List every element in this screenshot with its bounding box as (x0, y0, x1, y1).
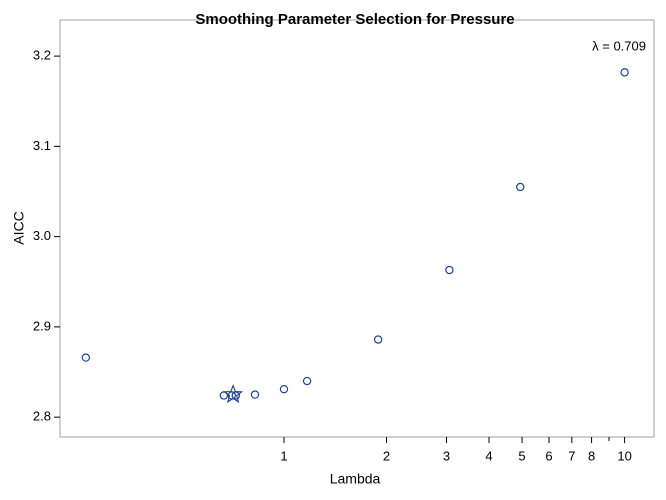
point (516, 182, 525, 192)
point (250, 390, 260, 399)
point (445, 265, 454, 275)
x-tick-label: 8 (588, 448, 595, 463)
x-tick-label: 6 (545, 448, 552, 463)
x-tick-label: 7 (568, 448, 575, 463)
y-tick-label: 3.0 (33, 228, 51, 243)
point (302, 376, 312, 386)
x-tick-label: 5 (518, 448, 525, 463)
selected-point (223, 384, 244, 404)
y-tick-label: 2.9 (33, 318, 51, 333)
y-axis-title: AICC (11, 211, 27, 244)
annotation: λ = 0.709 (592, 38, 646, 53)
x-tick-label: 1 (280, 448, 287, 463)
point (620, 68, 629, 77)
chart-title: Smoothing Parameter Selection for Pressu… (195, 11, 514, 28)
x-tick-label: 4 (485, 448, 492, 463)
x-tick-label: 3 (443, 448, 450, 463)
point (81, 353, 91, 362)
plot-frame (59, 19, 655, 438)
point (279, 384, 289, 394)
x-tick-label: 2 (383, 448, 390, 463)
y-tick-label: 3.2 (33, 48, 51, 63)
x-tick-label: 10 (617, 448, 631, 463)
y-tick-label: 2.8 (33, 409, 51, 424)
x-axis-title: Lambda (330, 471, 381, 487)
y-tick-label: 3.1 (33, 138, 51, 153)
point (373, 335, 383, 344)
